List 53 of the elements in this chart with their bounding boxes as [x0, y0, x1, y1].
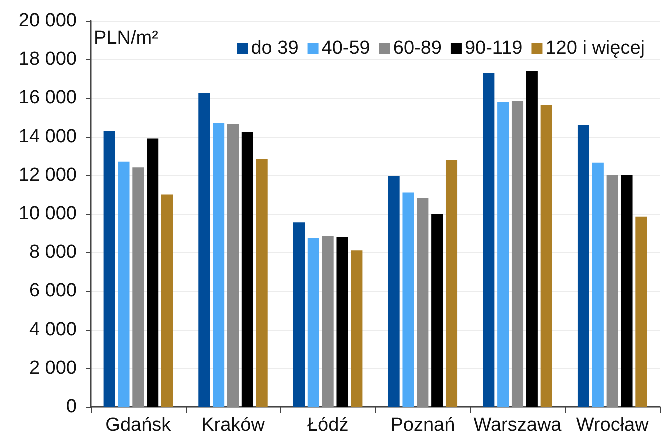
bar — [388, 176, 400, 407]
bar — [132, 168, 144, 407]
y-tick-label: 2 000 — [29, 358, 77, 379]
bar — [351, 250, 363, 407]
bar — [498, 102, 510, 407]
x-tick-label: Poznań — [390, 415, 456, 436]
y-tick-label: 10 000 — [18, 204, 77, 224]
y-tick-label: 8 000 — [29, 242, 77, 264]
legend-label: 120 i więcej — [546, 38, 646, 59]
bar — [483, 73, 495, 407]
y-tick-label: 14 000 — [18, 126, 77, 148]
y-tick-label: 0 — [66, 396, 77, 418]
bar — [322, 236, 334, 407]
x-tick-label: Łódź — [307, 415, 349, 436]
legend-label: do 39 — [251, 38, 299, 59]
bar — [104, 131, 116, 407]
bar — [446, 160, 458, 407]
bar — [540, 104, 552, 407]
bar — [512, 101, 524, 407]
legend-label: 60-89 — [393, 38, 442, 59]
bar — [336, 237, 348, 407]
bar — [147, 138, 159, 407]
bar — [432, 214, 444, 407]
bar — [621, 175, 633, 407]
x-tick-label: Wrocław — [576, 415, 650, 436]
bar — [308, 238, 320, 407]
bar — [578, 125, 590, 407]
bar — [198, 93, 210, 407]
bar — [293, 222, 306, 407]
x-tick-label: Warszawa — [474, 415, 562, 436]
bar — [256, 158, 268, 407]
legend-label: 90-119 — [464, 38, 523, 59]
x-tick-label: Gdańsk — [106, 415, 172, 436]
legend-label: 40-59 — [322, 38, 370, 59]
y-tick-label: 16 000 — [18, 88, 77, 109]
x-tick-label: Kraków — [202, 415, 266, 436]
y-tick-label: 12 000 — [18, 164, 77, 186]
y-tick-label: 20 000 — [18, 10, 77, 32]
y-tick-label: 6 000 — [29, 280, 77, 302]
bar — [636, 216, 648, 407]
bar — [526, 71, 538, 407]
y-tick-label: 18 000 — [18, 49, 77, 70]
bar — [227, 124, 240, 407]
bar — [592, 162, 604, 407]
bar — [402, 192, 414, 407]
y-axis-title: PLN/m² — [94, 28, 158, 49]
y-tick-label: 4 000 — [29, 319, 77, 340]
bar — [118, 162, 130, 407]
bar — [242, 132, 254, 407]
bar — [417, 198, 429, 407]
bar — [606, 175, 618, 407]
bar — [161, 194, 174, 407]
bar — [213, 123, 225, 407]
